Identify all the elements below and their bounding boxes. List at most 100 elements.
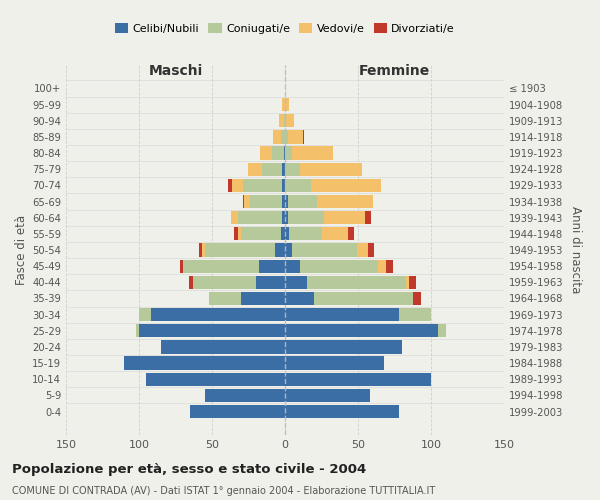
Bar (282, 179, 285, 192)
Bar (281, 130, 285, 143)
Bar (262, 162, 282, 176)
Bar (146, 372, 285, 386)
Bar (282, 98, 285, 111)
Bar (282, 195, 285, 208)
Bar (285, 292, 314, 305)
Bar (234, 227, 238, 240)
Bar (209, 292, 241, 305)
Bar (285, 211, 288, 224)
Text: Popolazione per età, sesso e stato civile - 2004: Popolazione per età, sesso e stato civil… (12, 462, 366, 475)
Bar (260, 146, 272, 160)
Bar (279, 114, 284, 128)
Bar (242, 179, 282, 192)
Bar (285, 195, 288, 208)
Bar (281, 227, 285, 240)
Bar (379, 260, 386, 273)
Bar (386, 260, 393, 273)
Bar (259, 260, 285, 273)
Bar (314, 292, 413, 305)
Text: Femmine: Femmine (359, 64, 430, 78)
Bar (302, 130, 304, 143)
Bar (205, 389, 285, 402)
Bar (241, 227, 281, 240)
Bar (256, 276, 285, 289)
Bar (285, 98, 289, 111)
Bar (190, 405, 285, 418)
Bar (241, 292, 285, 305)
Bar (231, 211, 238, 224)
Bar (322, 227, 348, 240)
Bar (282, 162, 285, 176)
Bar (285, 260, 299, 273)
Bar (193, 276, 256, 289)
Bar (248, 162, 262, 176)
Bar (136, 324, 139, 338)
Bar (282, 211, 285, 224)
Bar (250, 195, 282, 208)
Bar (285, 162, 299, 176)
Bar (139, 308, 151, 321)
Bar (284, 114, 285, 128)
Bar (202, 244, 205, 256)
Bar (242, 195, 244, 208)
Bar (285, 114, 286, 128)
Bar (244, 195, 250, 208)
Bar (285, 389, 370, 402)
Bar (299, 260, 379, 273)
Bar (285, 340, 402, 353)
Bar (406, 276, 409, 289)
Bar (409, 276, 416, 289)
Bar (299, 162, 362, 176)
Y-axis label: Fasce di età: Fasce di età (15, 215, 28, 285)
Bar (288, 130, 302, 143)
Bar (161, 340, 285, 353)
Bar (288, 195, 317, 208)
Bar (285, 276, 307, 289)
Bar (139, 324, 285, 338)
Bar (272, 146, 284, 160)
Bar (274, 130, 281, 143)
Bar (285, 405, 399, 418)
Bar (183, 260, 259, 273)
Y-axis label: Anni di nascita: Anni di nascita (569, 206, 582, 294)
Bar (285, 308, 399, 321)
Bar (180, 260, 183, 273)
Bar (232, 179, 242, 192)
Bar (292, 244, 356, 256)
Bar (188, 276, 193, 289)
Text: Maschi: Maschi (148, 64, 203, 78)
Bar (199, 244, 202, 256)
Bar (317, 195, 373, 208)
Bar (288, 211, 325, 224)
Bar (325, 211, 365, 224)
Bar (286, 114, 294, 128)
Bar (356, 244, 368, 256)
Bar (348, 227, 353, 240)
Bar (413, 292, 421, 305)
Bar (228, 179, 232, 192)
Bar (238, 227, 241, 240)
Bar (275, 244, 285, 256)
Bar (311, 179, 382, 192)
Bar (292, 146, 333, 160)
Bar (285, 227, 289, 240)
Bar (284, 146, 285, 160)
Bar (285, 324, 438, 338)
Bar (438, 324, 446, 338)
Bar (365, 211, 371, 224)
Bar (285, 372, 431, 386)
Bar (307, 276, 406, 289)
Bar (368, 244, 374, 256)
Bar (399, 308, 431, 321)
Bar (238, 211, 282, 224)
Bar (285, 179, 311, 192)
Bar (151, 308, 285, 321)
Bar (285, 146, 292, 160)
Bar (285, 356, 384, 370)
Bar (124, 356, 285, 370)
Text: COMUNE DI CONTRADA (AV) - Dati ISTAT 1° gennaio 2004 - Elaborazione TUTTITALIA.I: COMUNE DI CONTRADA (AV) - Dati ISTAT 1° … (12, 486, 435, 496)
Bar (285, 130, 288, 143)
Bar (285, 244, 292, 256)
Bar (289, 227, 322, 240)
Legend: Celibi/Nubili, Coniugati/e, Vedovi/e, Divorziati/e: Celibi/Nubili, Coniugati/e, Vedovi/e, Di… (110, 19, 460, 38)
